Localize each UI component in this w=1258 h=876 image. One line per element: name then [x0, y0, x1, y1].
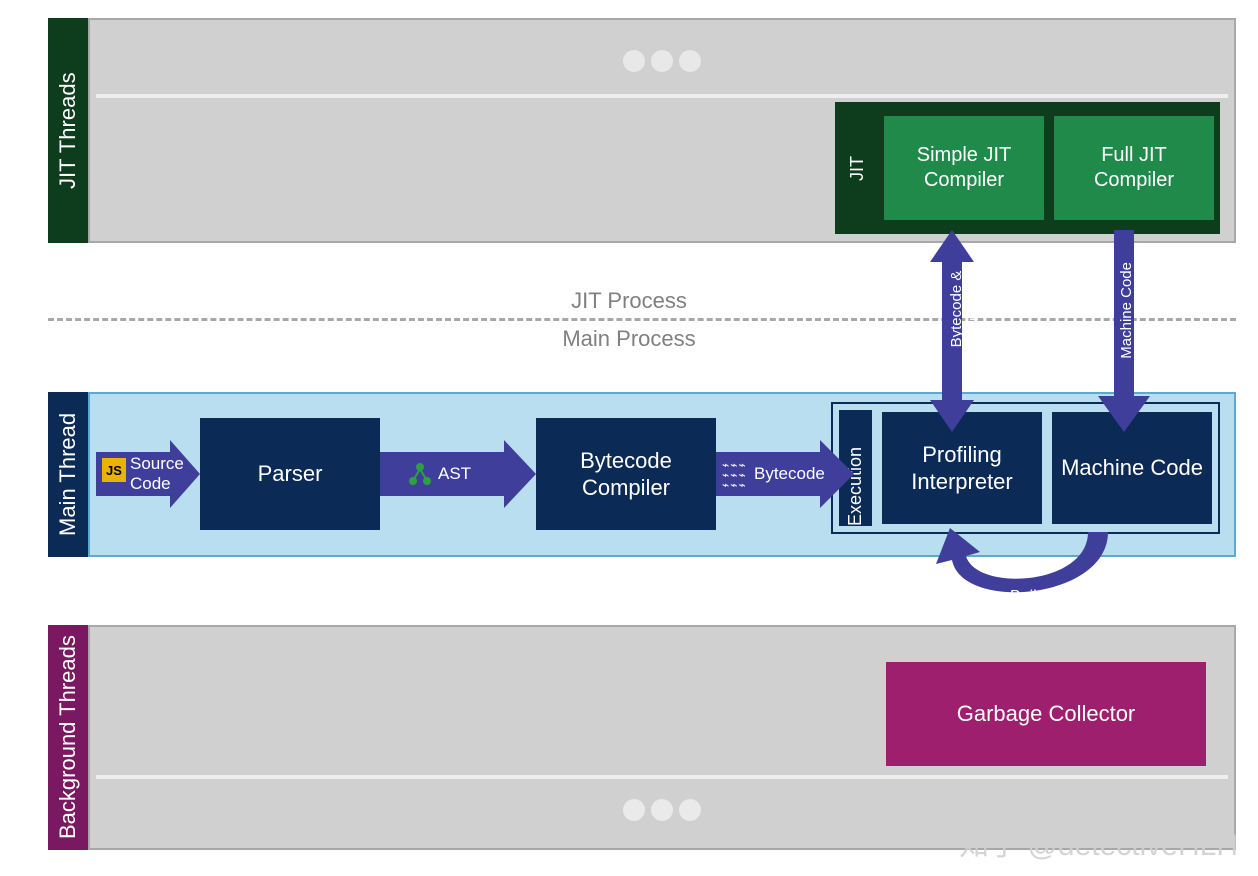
profiling-interpreter-box: Profiling Interpreter: [882, 412, 1042, 524]
divider-upper-label: JIT Process: [571, 288, 687, 314]
bytecode-label: Bytecode: [754, 464, 825, 484]
bytecode-profile-label: Bytecode & Profile Data: [948, 270, 982, 348]
background-threads-tab: Background Threads: [48, 625, 88, 850]
divider-lower-label: Main Process: [562, 326, 695, 352]
jit-group: JIT Simple JIT Compiler Full JIT Compile…: [835, 102, 1220, 234]
jit-threads-tab: JIT Threads: [48, 18, 88, 243]
process-divider: [48, 318, 1236, 321]
full-jit-box: Full JIT Compiler: [1054, 116, 1214, 220]
machine-code-box: Machine Code: [1052, 412, 1212, 524]
jit-threads-row: JIT Threads JIT Simple JIT Compiler Full…: [48, 18, 1236, 243]
machine-code-label: Machine Code: [1118, 262, 1135, 359]
ast-label: AST: [438, 464, 471, 484]
jit-threads-panel: JIT Simple JIT Compiler Full JIT Compile…: [88, 18, 1236, 243]
watermark: 知乎 @detectiveHLH: [959, 820, 1238, 864]
bytecode-icon: ⌁⌁⌁⌁⌁⌁⌁⌁⌁: [722, 460, 747, 490]
js-icon: JS: [102, 458, 126, 482]
bailout-label: Bailout: [1010, 588, 1059, 606]
execution-group-tab: Execution: [839, 410, 872, 526]
dots-icon: [623, 799, 701, 821]
jit-group-tab: JIT: [841, 156, 874, 181]
parser-box: Parser: [200, 418, 380, 530]
main-thread-tab: Main Thread: [48, 392, 88, 557]
ast-tree-icon: [408, 462, 432, 486]
source-code-label: Source Code: [130, 454, 184, 494]
bytecode-compiler-box: Bytecode Compiler: [536, 418, 716, 530]
simple-jit-box: Simple JIT Compiler: [884, 116, 1044, 220]
dots-icon: [623, 50, 701, 72]
execution-group: Execution Profiling Interpreter Machine …: [831, 402, 1220, 534]
garbage-collector-box: Garbage Collector: [886, 662, 1206, 766]
